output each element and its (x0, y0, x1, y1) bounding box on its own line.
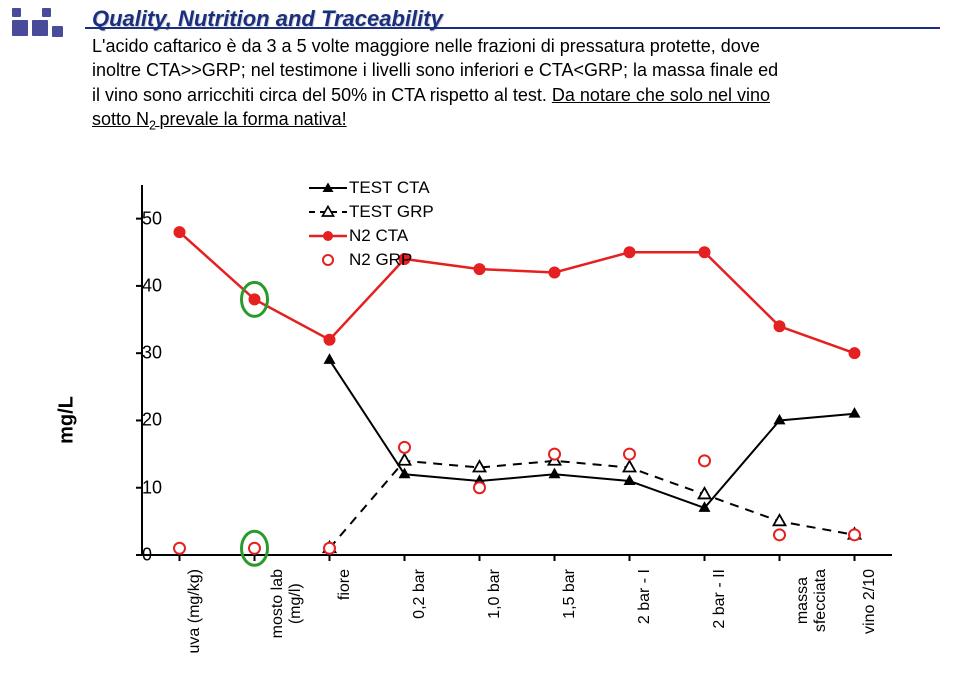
x-tick-label: 0,2 bar (411, 569, 429, 619)
title-underline (85, 27, 940, 29)
y-axis-label: mg/L (56, 396, 79, 444)
x-tick-label: 1,5 bar (561, 569, 579, 619)
x-tick-label: massasfecciata (794, 569, 830, 632)
legend-item: TEST GRP (307, 201, 434, 223)
x-tick-label: mosto lab(mg/l) (269, 569, 305, 638)
legend-item: N2 GRP (307, 249, 434, 271)
x-tick-label: 2 bar - I (636, 569, 654, 624)
x-tick-label: vino 2/10 (861, 569, 879, 634)
x-tick-label: 2 bar - II (711, 569, 729, 629)
x-tick-label: 1,0 bar (486, 569, 504, 619)
legend-item: N2 CTA (307, 225, 434, 247)
x-tick-label: uva (mg/kg) (186, 569, 204, 653)
x-axis-labels: uva (mg/kg) mosto lab(mg/l) fiore 0,2 bar 1,… (92, 565, 902, 665)
chart-legend: TEST CTATEST GRPN2 CTAN2 GRP (307, 177, 434, 273)
x-tick-label: fiore (336, 569, 354, 600)
chart: mg/L 01020304050 TEST CTATEST GRPN2 CTAN… (92, 175, 902, 665)
legend-item: TEST CTA (307, 177, 434, 199)
body-text: L'acido caftarico è da 3 a 5 volte maggi… (92, 34, 940, 134)
